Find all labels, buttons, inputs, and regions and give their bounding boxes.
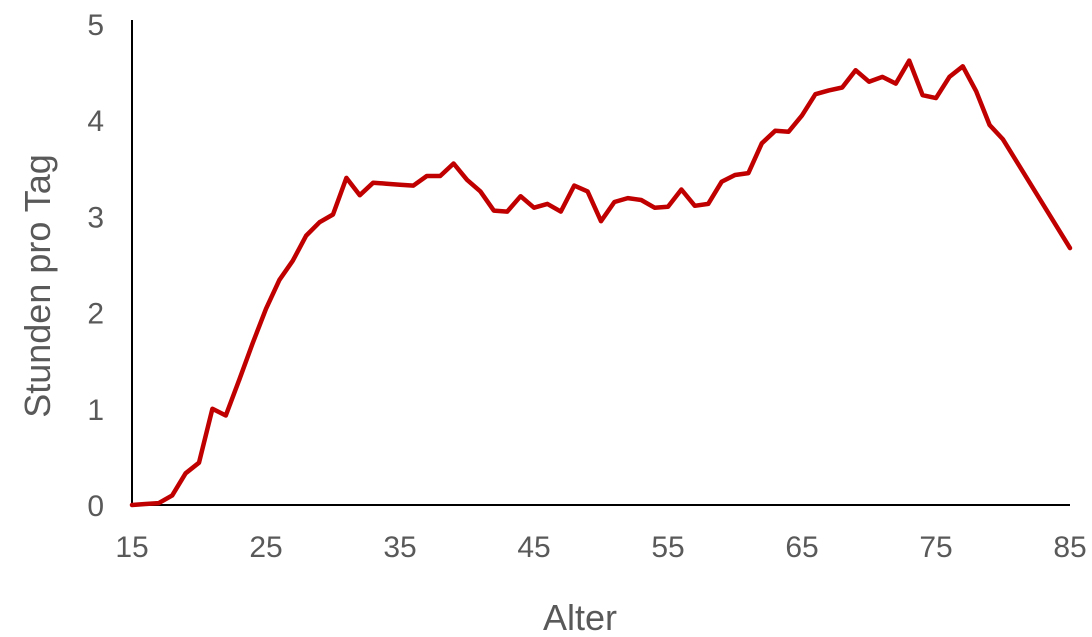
- y-tick-label: 4: [87, 105, 104, 138]
- y-tick-label: 5: [87, 9, 104, 42]
- y-tick-label: 2: [87, 298, 104, 331]
- x-tick-label: 65: [785, 531, 818, 564]
- x-tick-label: 25: [249, 531, 282, 564]
- x-tick-label: 15: [115, 531, 148, 564]
- x-tick-label: 75: [919, 531, 952, 564]
- x-tick-label: 55: [651, 531, 684, 564]
- x-tick-label: 45: [517, 531, 550, 564]
- series-lines: [129, 58, 1073, 508]
- y-tick-label: 0: [87, 490, 104, 523]
- y-tick-label: 1: [87, 394, 104, 427]
- series-line-1: [129, 58, 1073, 508]
- y-axis-title: Stunden pro Tag: [17, 154, 58, 418]
- x-tick-label: 35: [383, 531, 416, 564]
- y-tick-label: 3: [87, 201, 104, 234]
- axes: [131, 20, 1070, 506]
- x-axis-title: Alter: [543, 597, 617, 637]
- x-tick-label: 85: [1053, 531, 1086, 564]
